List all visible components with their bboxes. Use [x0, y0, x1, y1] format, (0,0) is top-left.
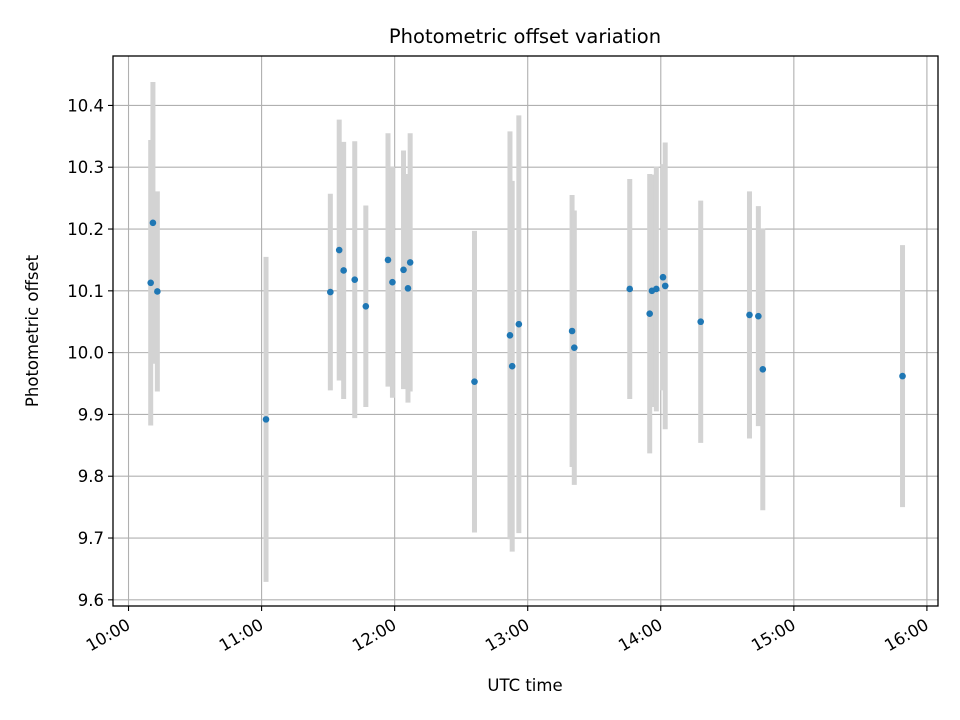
y-tick-label: 10.2 — [67, 220, 104, 239]
data-point — [746, 311, 753, 319]
data-point — [659, 273, 667, 281]
y-tick-label: 10.4 — [67, 96, 104, 115]
data-point — [515, 320, 523, 328]
data-point — [384, 256, 392, 264]
data-point — [404, 285, 412, 292]
y-tick-label: 9.6 — [78, 591, 104, 610]
data-point — [327, 288, 334, 296]
plot-frame — [112, 55, 939, 607]
y-tick-label: 9.7 — [78, 529, 104, 548]
data-point — [653, 285, 660, 293]
data-point — [389, 278, 396, 286]
data-point — [340, 267, 347, 274]
x-axis-title: UTC time — [487, 676, 562, 695]
data-point — [149, 219, 157, 227]
data-point — [759, 366, 767, 373]
data-points — [147, 219, 906, 423]
data-point — [646, 310, 653, 317]
chart-title: Photometric offset variation — [389, 25, 661, 48]
y-tick-label: 9.8 — [78, 467, 104, 486]
data-point — [400, 266, 407, 274]
y-tick-label: 10.3 — [67, 158, 104, 177]
data-point — [755, 312, 762, 320]
y-axis-title: Photometric offset — [23, 254, 42, 407]
y-tick-label: 10.0 — [67, 344, 104, 363]
data-point — [471, 378, 478, 385]
data-point — [661, 282, 669, 290]
data-point — [626, 285, 634, 293]
y-axis: 9.6 9.7 9.8 9.9 10.0 10.1 10.2 10.3 10.4 — [67, 96, 113, 610]
data-point — [154, 288, 161, 295]
data-point — [568, 327, 576, 335]
y-tick-label: 9.9 — [78, 405, 104, 424]
data-point — [899, 372, 906, 380]
data-point — [262, 416, 270, 423]
data-point — [570, 344, 578, 351]
data-point — [147, 279, 155, 287]
data-point — [362, 302, 370, 310]
data-point — [351, 276, 359, 284]
data-point — [506, 332, 514, 339]
y-tick-label: 10.1 — [67, 282, 104, 301]
data-point — [406, 259, 414, 266]
data-point — [335, 246, 343, 254]
data-point — [697, 318, 705, 326]
data-point — [508, 362, 516, 370]
